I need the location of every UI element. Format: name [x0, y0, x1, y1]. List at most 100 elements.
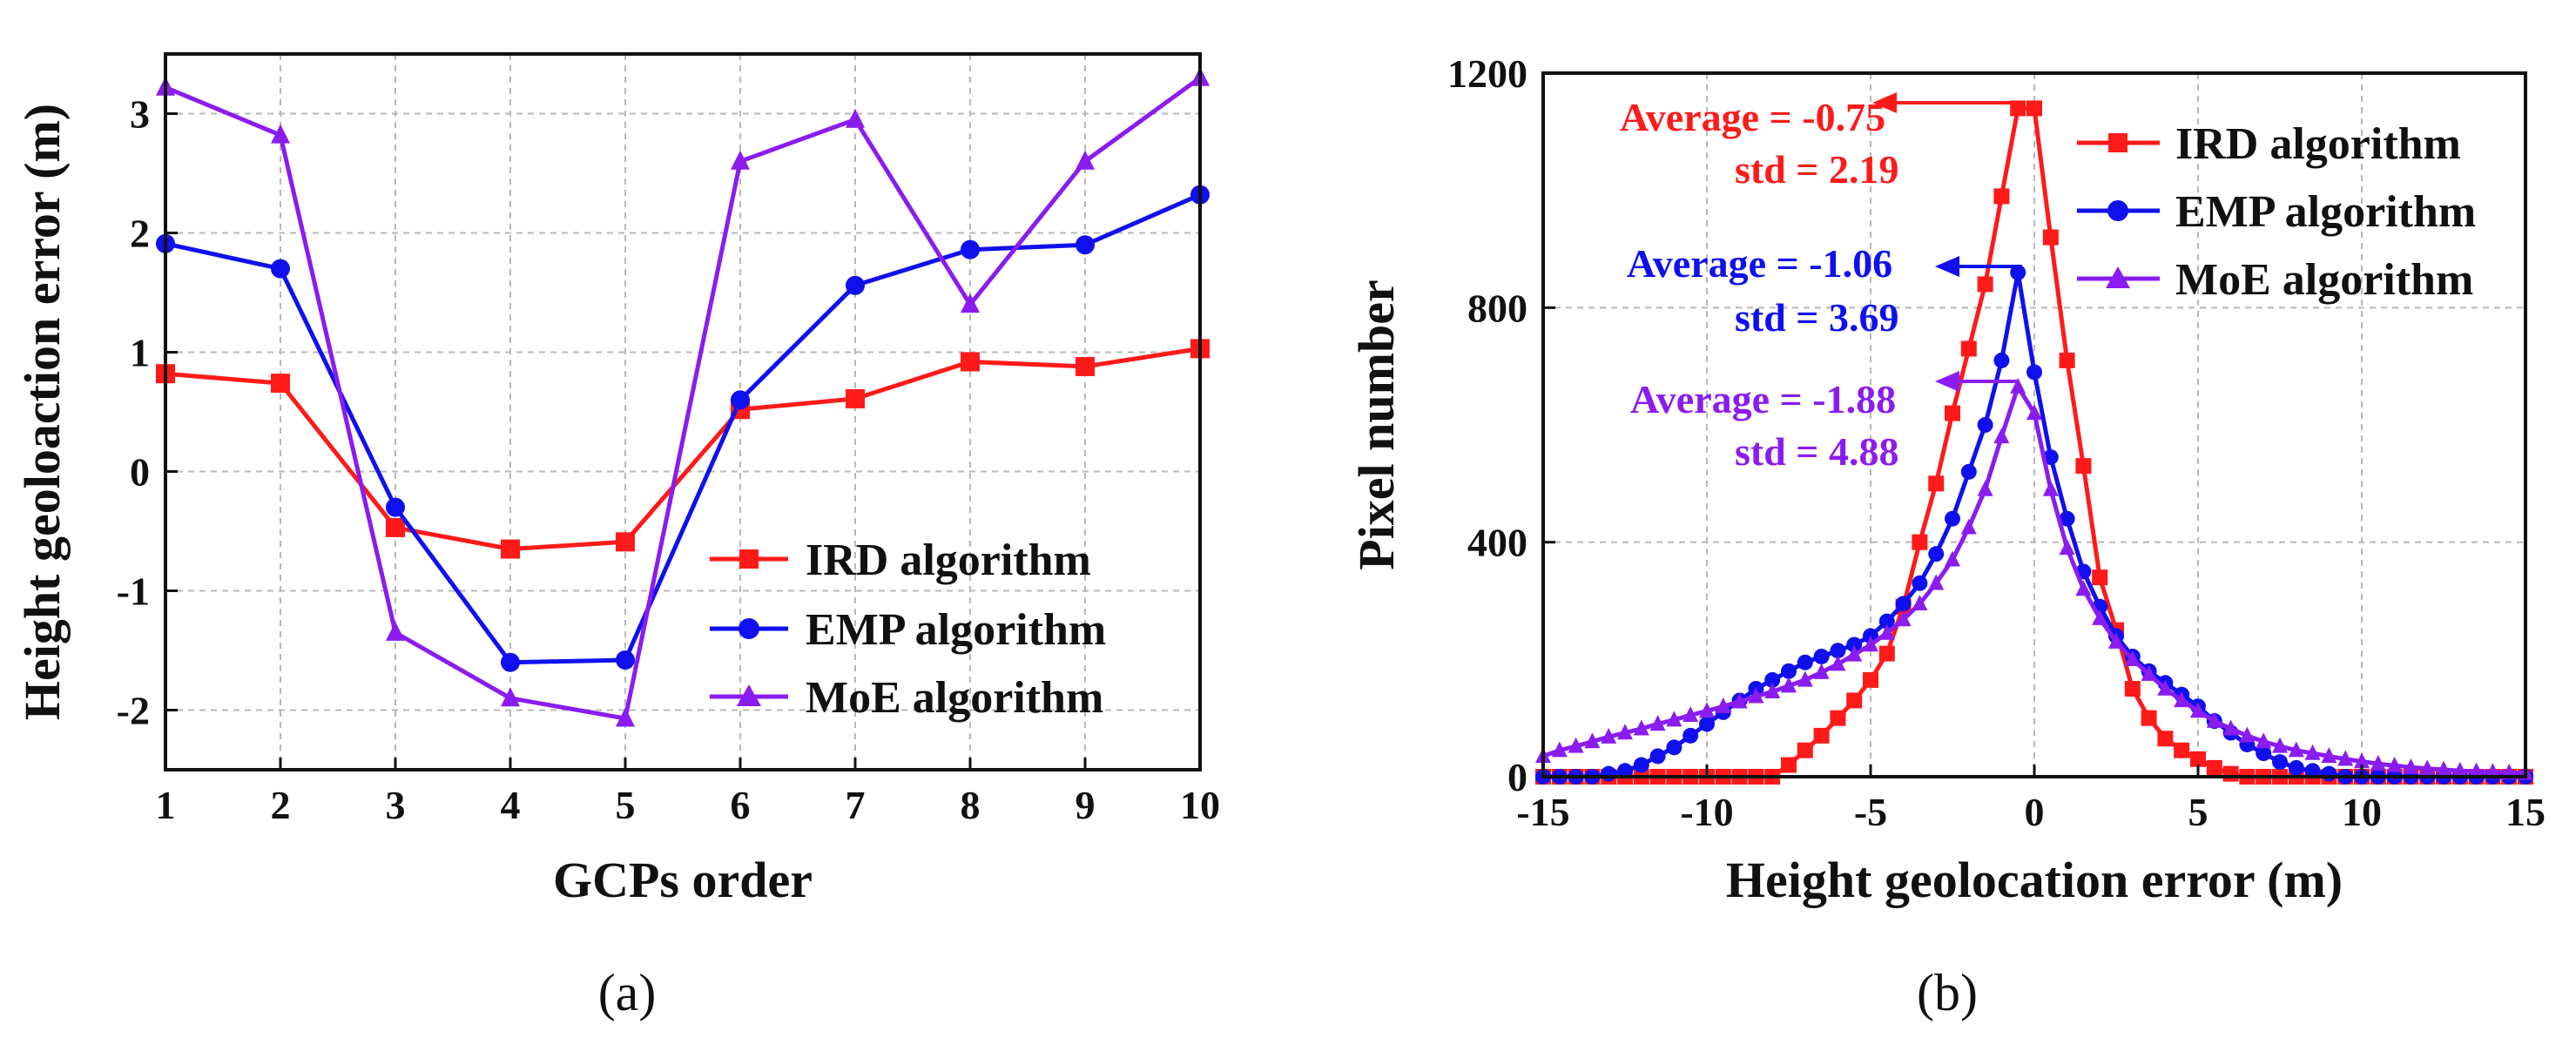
- moe-data-point: [2468, 762, 2485, 778]
- ird-data-point: [2206, 759, 2222, 776]
- ird-data-point: [2174, 742, 2190, 758]
- ird-data-point: [1878, 645, 1895, 662]
- panel-b-grid: [1543, 73, 2525, 777]
- moe-data-point: [846, 108, 865, 128]
- x-tick-label: 2: [271, 783, 291, 827]
- emp-data-point: [1993, 352, 2010, 368]
- emp-data-point: [961, 239, 980, 259]
- x-tick-label: -10: [1680, 790, 1733, 834]
- ird-data-point: [846, 388, 865, 408]
- moe-data-point: [1928, 574, 1945, 590]
- panel-a-caption: (a): [598, 964, 657, 1021]
- emp-data-point: [1076, 235, 1095, 255]
- emp-data-point: [1928, 546, 1945, 563]
- panel-b: -15 -10 -5 0 5 10 15 0 400 800 1200 Height geoloc…: [1348, 51, 2546, 1021]
- x-tick-label: 7: [846, 783, 866, 827]
- legend-ird-marker: [739, 549, 759, 569]
- panel-b-x-tick-labels: -15 -10 -5 0 5 10 15: [1516, 790, 2546, 834]
- moe-data-point: [2288, 741, 2304, 758]
- moe-data-point: [2370, 754, 2386, 771]
- moe-data-point: [1846, 645, 1863, 662]
- annotation-ird-average: Average = -0.75: [1620, 95, 1885, 139]
- emp-data-point: [1764, 671, 1781, 688]
- annotation-moe-arrowhead: [1935, 371, 1959, 392]
- ird-data-point: [2222, 765, 2239, 782]
- ird-data-point: [2026, 100, 2042, 117]
- y-tick-label: -2: [117, 689, 150, 733]
- emp-data-point: [731, 390, 750, 410]
- ird-data-point: [1960, 340, 1977, 357]
- moe-data-point: [2075, 580, 2092, 596]
- x-tick-label: 3: [386, 783, 406, 827]
- panel-b-y-axis-label: Pixel number: [1348, 280, 1405, 569]
- emp-data-point: [1649, 748, 1666, 765]
- emp-data-point: [2059, 510, 2075, 527]
- y-tick-label: 0: [130, 450, 150, 495]
- emp-data-point: [846, 275, 865, 295]
- y-tick-label: 1200: [1447, 51, 1527, 96]
- emp-data-point: [2304, 763, 2321, 779]
- ird-data-point: [271, 374, 290, 394]
- annotation-emp-average: Average = -1.06: [1627, 241, 1892, 286]
- moe-data-point: [1699, 702, 1715, 718]
- emp-data-point: [1895, 596, 1912, 612]
- legend-moe-label: MoE algorithm: [2175, 255, 2473, 305]
- moe-data-point: [2206, 711, 2222, 728]
- emp-data-point: [1781, 663, 1797, 679]
- legend-moe-label: MoE algorithm: [806, 673, 1103, 723]
- panel-a-ticks: [164, 112, 1202, 770]
- emp-data-point: [616, 650, 635, 670]
- moe-data-point: [1731, 692, 1748, 709]
- moe-data-point: [1781, 677, 1797, 693]
- emp-data-point: [1601, 765, 1617, 782]
- moe-data-point: [2042, 480, 2059, 496]
- ird-data-point: [1797, 742, 1813, 758]
- ird-data-point: [501, 539, 520, 559]
- emp-data-point: [386, 497, 405, 517]
- ird-data-point: [2075, 458, 2092, 475]
- emp-data-point: [1912, 575, 1928, 591]
- legend-ird-label: IRD algorithm: [2175, 119, 2461, 169]
- moe-data-point: [1715, 697, 1731, 713]
- emp-data-point: [2010, 264, 2026, 280]
- moe-data-point: [1813, 663, 1830, 679]
- annotation-ird-std: std = 2.19: [1735, 147, 1899, 192]
- annotation-moe-average: Average = -1.88: [1630, 377, 1896, 421]
- panel-a-y-axis-label: Height geoloaction error (m): [14, 104, 71, 720]
- ird-series-line: [165, 346, 1201, 551]
- moe-data-point: [1601, 727, 1617, 744]
- panel-a-legend: IRD algorithm EMP algorithm MoE algorith…: [710, 536, 1106, 723]
- moe-data-point: [2190, 702, 2206, 718]
- panel-b-legend: IRD algorithm EMP algorithm MoE algorith…: [2077, 119, 2476, 305]
- moe-data-point: [2436, 760, 2451, 777]
- moe-data-point: [2059, 539, 2075, 556]
- emp-data-point: [1797, 654, 1813, 670]
- emp-data-point: [2256, 745, 2272, 762]
- y-tick-label: 3: [130, 92, 150, 137]
- moe-data-point: [1617, 724, 1633, 740]
- moe-data-point: [1960, 518, 1977, 535]
- emp-data-point: [2321, 765, 2337, 782]
- legend-emp-marker: [2107, 200, 2128, 221]
- panel-a-x-tick-labels: 1 2 3 4 5 6 7 8 9 10: [156, 783, 1221, 827]
- ird-data-point: [1781, 757, 1797, 773]
- ird-data-point: [1830, 710, 1846, 726]
- emp-data-point: [271, 259, 290, 279]
- legend-emp-label: EMP algorithm: [806, 605, 1106, 655]
- moe-data-point: [2010, 377, 2026, 394]
- annotation-emp-std: std = 3.69: [1735, 295, 1899, 340]
- ird-data-point: [616, 532, 635, 552]
- moe-data-point: [2108, 632, 2124, 649]
- ird-data-point: [1912, 534, 1928, 550]
- ird-data-point: [2092, 569, 2108, 586]
- moe-data-point: [2026, 404, 2042, 421]
- moe-data-point: [2124, 650, 2141, 667]
- x-tick-label: 9: [1076, 783, 1096, 827]
- moe-data-point: [1551, 741, 1568, 758]
- x-tick-label: 1: [156, 783, 176, 827]
- ird-data-point: [2141, 710, 2157, 726]
- ird-data-point: [386, 517, 405, 537]
- emp-data-point: [1682, 727, 1699, 744]
- ird-data-point: [1928, 475, 1945, 492]
